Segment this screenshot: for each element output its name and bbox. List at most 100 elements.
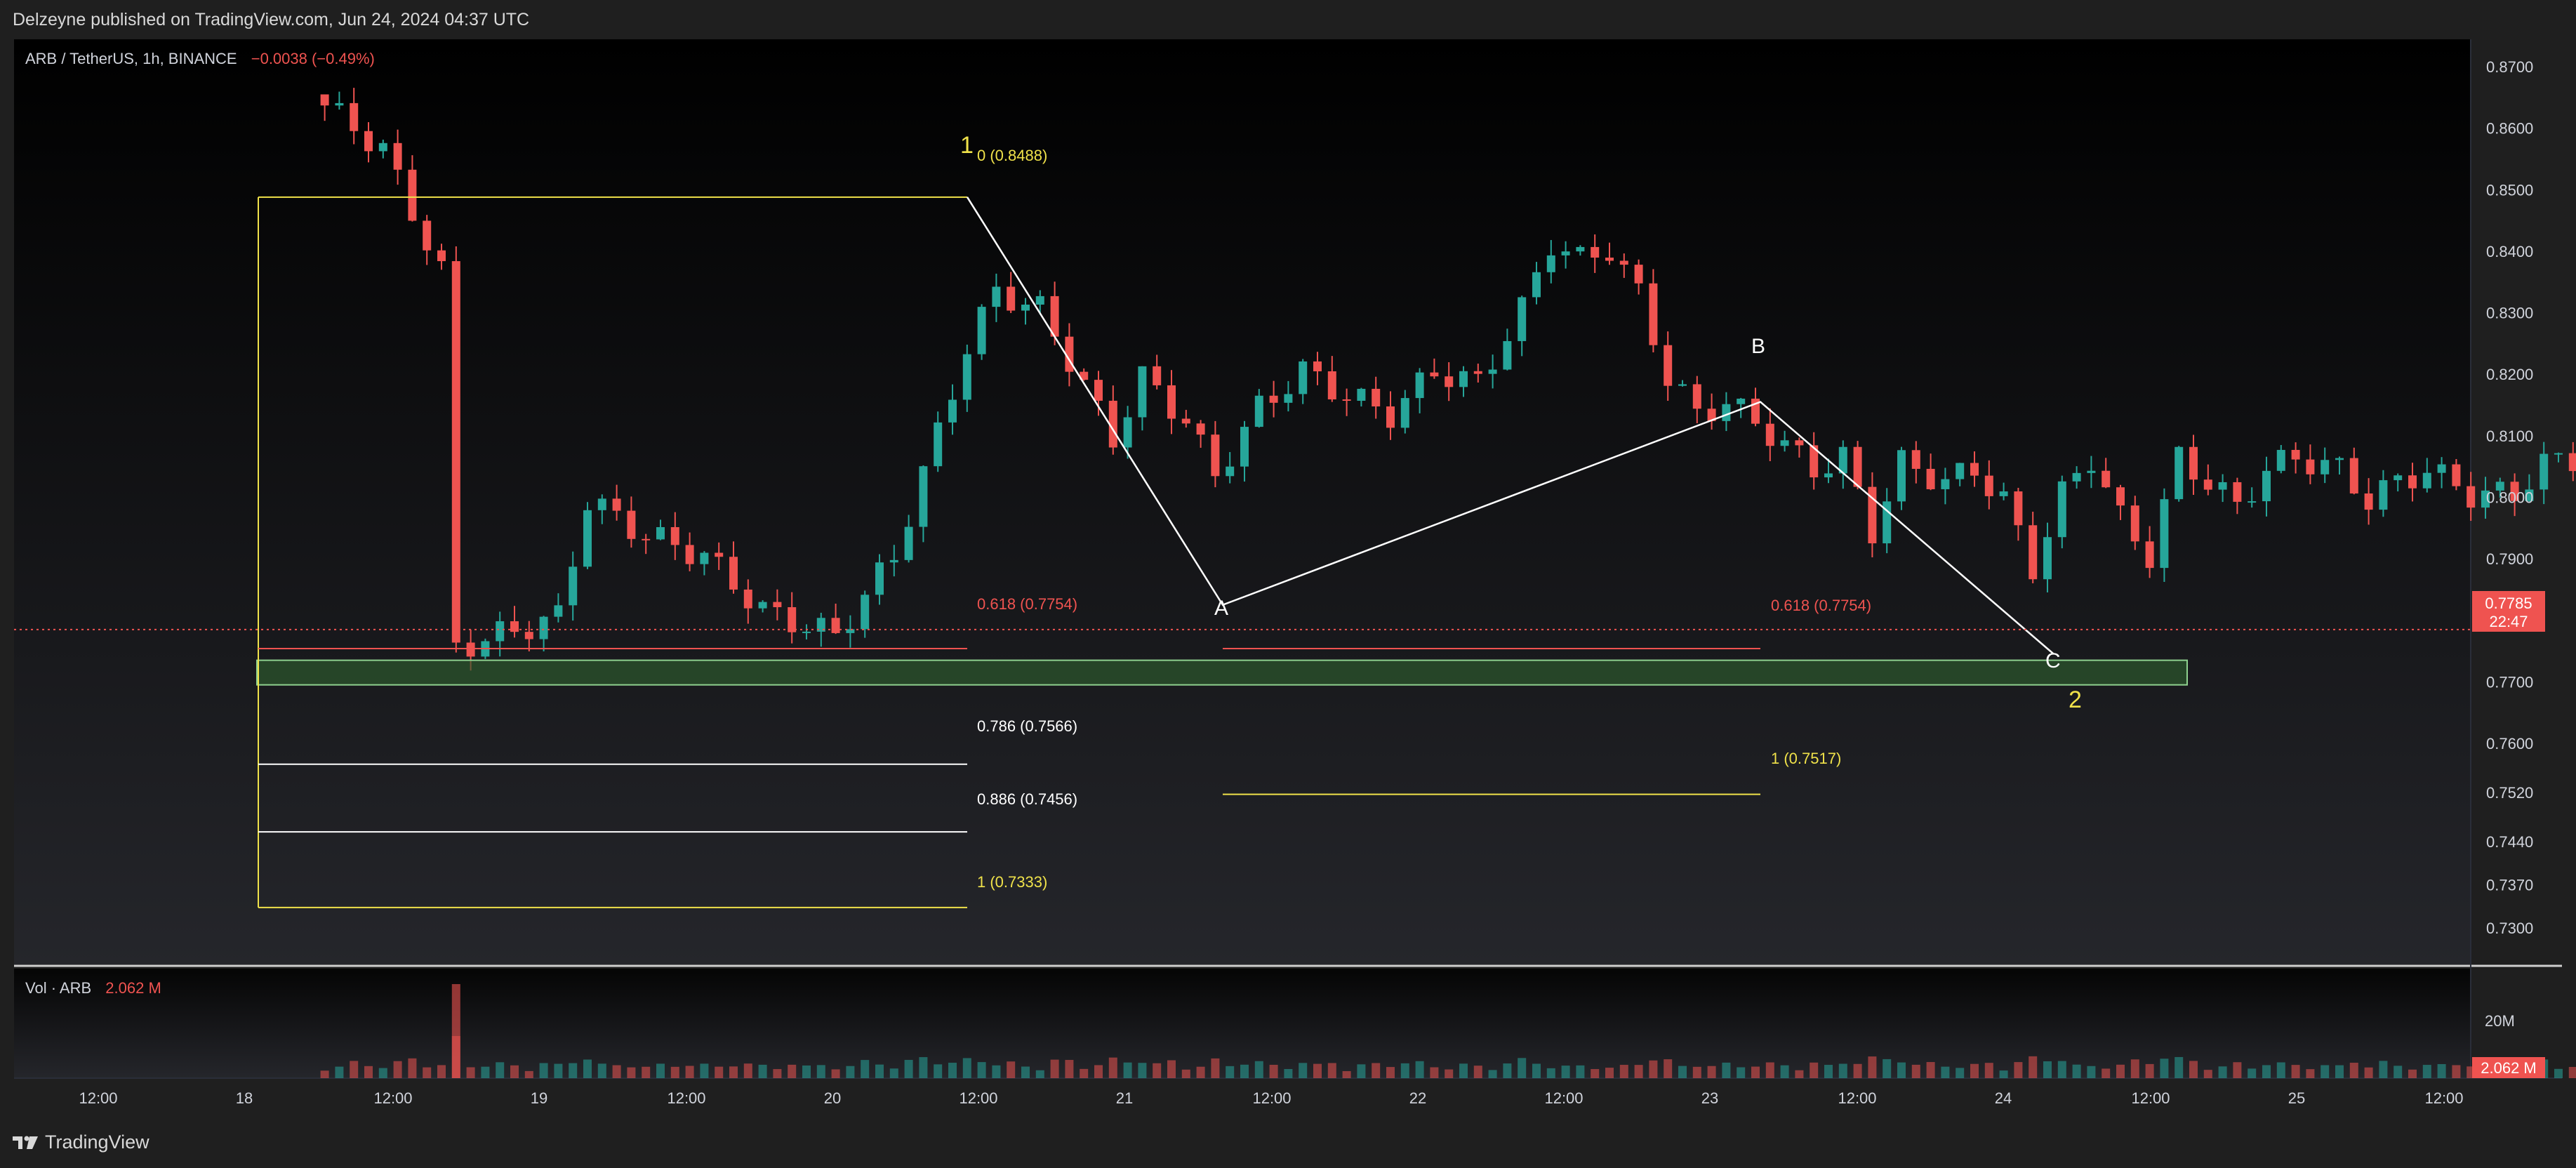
- tradingview-logo-text: TradingView: [45, 1132, 150, 1153]
- candle-body: [934, 422, 943, 467]
- volume-bar: [1196, 1066, 1205, 1078]
- volume-bar: [451, 984, 460, 1078]
- ext-label-1: 1 (0.7517): [1771, 750, 1841, 767]
- volume-bar: [1094, 1065, 1103, 1078]
- symbol-info: ARB / TetherUS, 1h, BINANCE −0.0038 (−0.…: [25, 50, 375, 67]
- volume-bar: [1299, 1063, 1308, 1078]
- price-tick-label: 0.7370: [2486, 876, 2533, 894]
- support-zone[interactable]: [256, 659, 2188, 686]
- candle-body: [1737, 398, 1746, 404]
- volume-bar: [2145, 1063, 2154, 1078]
- volume-bar: [2408, 1069, 2417, 1078]
- price-tick-label: 0.8200: [2486, 366, 2533, 383]
- candle-body: [1167, 385, 1176, 419]
- candle-body: [496, 621, 505, 642]
- time-tick-label: 12:00: [1252, 1089, 1291, 1107]
- volume-bar: [350, 1061, 359, 1078]
- time-tick-label: 12:00: [79, 1089, 117, 1107]
- time-tick-label: 12:00: [2131, 1089, 2170, 1107]
- publish-info: Delzeyne published on TradingView.com, J…: [13, 10, 530, 29]
- volume-bar: [2087, 1066, 2096, 1078]
- candle-body: [423, 220, 432, 251]
- ext-label-618: 0.618 (0.7754): [1771, 597, 1871, 614]
- volume-bar: [1430, 1067, 1439, 1078]
- candle-body: [1094, 380, 1103, 401]
- candle-body: [2233, 482, 2242, 502]
- candle-body: [2408, 475, 2417, 489]
- volume-bar: [1386, 1067, 1395, 1078]
- abc-correction-path[interactable]: [966, 197, 2054, 655]
- volume-bar: [2116, 1064, 2125, 1078]
- volume-bar: [700, 1063, 709, 1078]
- candle-body: [1605, 257, 1614, 261]
- fib-label-1: 1 (0.7333): [977, 873, 1047, 891]
- volume-bar: [539, 1063, 548, 1078]
- volume-bar: [2452, 1065, 2461, 1078]
- candle-body: [569, 566, 578, 606]
- volume-bar: [2130, 1059, 2139, 1078]
- candle-body: [670, 526, 679, 545]
- volume-bar: [2306, 1069, 2315, 1078]
- volume-bar: [2568, 1067, 2576, 1078]
- last-price-badge: [2472, 591, 2545, 632]
- candle-body: [1765, 423, 1774, 446]
- time-axis[interactable]: 12:00 18 12:00 19 12:00 20 12:00 21 12:00 22 12:00…: [79, 1089, 2463, 1107]
- volume-bar: [2554, 1068, 2563, 1078]
- candle-body: [2057, 481, 2066, 538]
- candle-body: [451, 261, 460, 643]
- candle-body: [2203, 479, 2212, 490]
- candle-body: [1299, 361, 1308, 394]
- time-tick-label: 19: [531, 1089, 547, 1107]
- volume-bar: [1751, 1066, 1760, 1078]
- candle-body: [350, 102, 359, 131]
- volume-bar: [642, 1066, 651, 1078]
- volume-bar: [861, 1060, 870, 1078]
- last-price-text: 0.7785: [2485, 595, 2532, 612]
- volume-bar: [1546, 1068, 1555, 1078]
- candle-body: [1897, 450, 1906, 502]
- volume-bar: [1327, 1063, 1336, 1078]
- candle-body: [1999, 491, 2008, 496]
- candle-body: [1196, 423, 1205, 435]
- price-tick-label: 0.7600: [2486, 735, 2533, 752]
- candle-body: [2467, 486, 2476, 508]
- candle-body: [2175, 446, 2184, 500]
- volume-bar: [554, 1063, 563, 1078]
- price-tick-label: 0.7520: [2486, 784, 2533, 802]
- volume-bar: [1897, 1062, 1906, 1078]
- volume-bar: [1342, 1070, 1351, 1078]
- candle-body: [1459, 371, 1468, 387]
- candle-body: [1372, 388, 1381, 407]
- volume-bar: [1678, 1066, 1687, 1078]
- wave-label-c: C: [2045, 649, 2061, 672]
- price-scale[interactable]: 0.8700 0.8600 0.8500 0.8400 0.8300 0.8200 0.81…: [2486, 58, 2533, 937]
- candle-body: [1780, 440, 1789, 446]
- last-volume-text: 2.062 M: [2481, 1059, 2537, 1077]
- candle-body: [1692, 384, 1701, 409]
- candle-body: [2525, 489, 2534, 501]
- volume-bar: [1591, 1069, 1600, 1078]
- candle-body: [2349, 458, 2358, 494]
- candle-body: [335, 102, 344, 106]
- volume-bar: [1473, 1066, 1482, 1078]
- price-tick-label: 0.8500: [2486, 181, 2533, 199]
- candle-body: [2568, 453, 2576, 472]
- tradingview-logo-icon: [13, 1136, 38, 1149]
- volume-bar: [685, 1066, 694, 1078]
- candle-body: [773, 602, 782, 608]
- volume-bar: [1240, 1064, 1249, 1078]
- volume-bar: [1692, 1066, 1701, 1078]
- volume-bar: [1138, 1063, 1147, 1078]
- tradingview-logo[interactable]: TradingView: [13, 1132, 150, 1153]
- volume-bar: [743, 1063, 752, 1078]
- candle-body: [597, 498, 606, 510]
- volume-bar: [1838, 1063, 1847, 1078]
- time-tick-label: 21: [1116, 1089, 1133, 1107]
- time-tick-label: 12:00: [959, 1089, 997, 1107]
- volume-bar: [2102, 1068, 2111, 1078]
- time-tick-label: 12:00: [2424, 1089, 2463, 1107]
- candle-body: [1824, 473, 1833, 478]
- volume-bar: [919, 1057, 928, 1078]
- volume-bar: [831, 1069, 840, 1078]
